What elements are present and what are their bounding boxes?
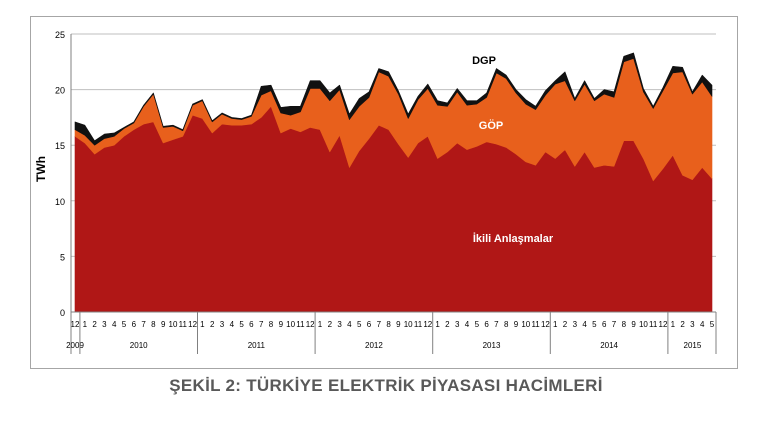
x-tick-label-1: 1 — [83, 320, 88, 329]
y-axis: 0 5 10 15 20 25 — [55, 30, 72, 318]
x-tick-label-37: 1 — [435, 320, 440, 329]
x-tick-label-7: 7 — [141, 320, 146, 329]
x-tick-label-31: 7 — [377, 320, 382, 329]
x-tick-label-38: 2 — [445, 320, 450, 329]
x-tick-label-40: 4 — [465, 320, 470, 329]
x-tick-label-24: 12 — [306, 320, 315, 329]
x-tick-label-30: 6 — [367, 320, 372, 329]
area-series-2 — [74, 52, 713, 146]
x-tick-label-8: 8 — [151, 320, 156, 329]
x-tick-label-46: 10 — [521, 320, 530, 329]
x-tick-label-51: 3 — [573, 320, 578, 329]
x-tick-label-29: 5 — [357, 320, 362, 329]
y-tick-label-5: 5 — [60, 252, 65, 262]
x-tick-label-22: 10 — [286, 320, 295, 329]
x-tick-label-36: 12 — [423, 320, 432, 329]
x-tick-label-63: 3 — [690, 320, 695, 329]
year-label-2009: 2009 — [66, 341, 84, 350]
x-tick-label-33: 9 — [396, 320, 401, 329]
x-tick-label-62: 2 — [680, 320, 685, 329]
year-label-2015: 2015 — [684, 341, 702, 350]
y-tick-label-10: 10 — [55, 197, 65, 207]
stacked-areas — [74, 52, 713, 313]
y-axis-label: TWh — [34, 156, 48, 182]
y-tick-label-20: 20 — [55, 86, 65, 96]
x-tick-label-2: 2 — [92, 320, 97, 329]
chart-frame: 0 5 10 15 20 25 12 1 2 3 4 5 6 7 8 9 10 11 12 1 2 3 4 5 6 7 8 9 10 1… — [30, 16, 738, 369]
x-tick-label-55: 7 — [612, 320, 617, 329]
x-tick-label-15: 3 — [220, 320, 225, 329]
y-tick-label-0: 0 — [60, 308, 65, 318]
y-tick-label-25: 25 — [55, 30, 65, 40]
x-tick-label-60: 12 — [659, 320, 668, 329]
year-label-2011: 2011 — [248, 341, 266, 350]
year-label-2014: 2014 — [600, 341, 618, 350]
year-label-2013: 2013 — [483, 341, 501, 350]
y-tick-label-15: 15 — [55, 141, 65, 151]
x-tick-label-18: 6 — [249, 320, 254, 329]
x-tick-label-41: 5 — [475, 320, 480, 329]
x-tick-label-4: 4 — [112, 320, 117, 329]
figure-caption: ŞEKİL 2: TÜRKİYE ELEKTRİK PİYASASI HACİM… — [169, 376, 603, 395]
x-tick-label-3: 3 — [102, 320, 107, 329]
annotation-ikili-anlasmalar: İkili Anlaşmalar — [473, 232, 554, 245]
x-tick-label-32: 8 — [386, 320, 391, 329]
x-tick-label-23: 11 — [296, 320, 305, 329]
x-tick-label-11: 11 — [179, 320, 188, 329]
annotation-dgp: DGP — [472, 55, 496, 67]
x-tick-label-21: 9 — [279, 320, 284, 329]
x-tick-label-64: 4 — [700, 320, 705, 329]
x-tick-label-35: 11 — [414, 320, 423, 329]
x-tick-label-45: 9 — [514, 320, 519, 329]
x-tick-label-54: 6 — [602, 320, 607, 329]
x-tick-label-5: 5 — [122, 320, 127, 329]
x-tick-label-13: 1 — [200, 320, 205, 329]
x-tick-label-0: 12 — [71, 320, 80, 329]
x-tick-label-26: 2 — [328, 320, 333, 329]
x-tick-label-50: 2 — [563, 320, 568, 329]
x-tick-label-17: 5 — [239, 320, 244, 329]
x-tick-label-10: 10 — [169, 320, 178, 329]
x-tick-label-16: 4 — [230, 320, 235, 329]
x-tick-label-20: 8 — [269, 320, 274, 329]
x-tick-label-53: 5 — [592, 320, 597, 329]
year-label-2010: 2010 — [130, 341, 148, 350]
x-tick-label-14: 2 — [210, 320, 215, 329]
x-tick-label-44: 8 — [504, 320, 509, 329]
annotation-gop: GÖP — [479, 119, 503, 132]
x-tick-label-28: 4 — [347, 320, 352, 329]
x-tick-label-52: 4 — [582, 320, 587, 329]
x-tick-label-56: 8 — [622, 320, 627, 329]
year-label-2012: 2012 — [365, 341, 383, 350]
x-tick-label-57: 9 — [631, 320, 636, 329]
x-tick-label-19: 7 — [259, 320, 264, 329]
x-tick-label-42: 6 — [484, 320, 489, 329]
x-tick-label-43: 7 — [494, 320, 499, 329]
x-axis: 12 1 2 3 4 5 6 7 8 9 10 11 12 1 2 3 4 5 6 7 8 9 10 11 12 1 2 3 4 5 6 7 8… — [66, 311, 717, 354]
x-tick-label-25: 1 — [318, 320, 323, 329]
x-tick-label-6: 6 — [132, 320, 137, 329]
x-tick-label-48: 12 — [541, 320, 550, 329]
x-tick-label-58: 10 — [639, 320, 648, 329]
x-tick-label-39: 3 — [455, 320, 460, 329]
x-tick-label-27: 3 — [337, 320, 342, 329]
x-tick-label-65: 5 — [710, 320, 715, 329]
x-tick-label-12: 12 — [188, 320, 197, 329]
x-tick-label-59: 11 — [649, 320, 658, 329]
x-tick-label-61: 1 — [671, 320, 676, 329]
x-tick-label-34: 10 — [404, 320, 413, 329]
x-tick-label-9: 9 — [161, 320, 166, 329]
x-tick-label-49: 1 — [553, 320, 558, 329]
x-tick-label-47: 11 — [531, 320, 540, 329]
